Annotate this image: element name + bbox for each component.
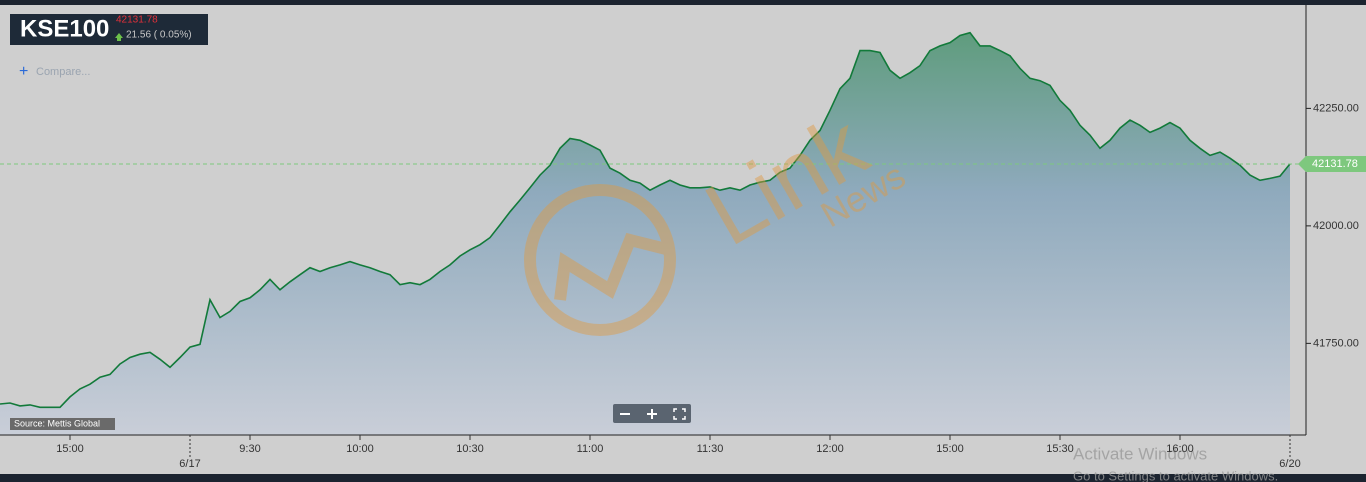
x-date-label: 6/17 [179, 458, 200, 470]
x-tick-label: 15:00 [936, 443, 964, 455]
symbol: KSE100 [20, 15, 109, 42]
os-overlay-title: Activate Windows [1073, 444, 1207, 463]
up-arrow [115, 33, 123, 41]
y-tick-label: 41750.00 [1313, 337, 1359, 349]
source-box [10, 418, 115, 430]
symbol-box [10, 14, 208, 45]
compare-plus[interactable]: + [19, 63, 28, 80]
bottom-bar [0, 474, 1366, 482]
x-tick-label: 12:00 [816, 443, 844, 455]
plot-area [0, 31, 1306, 435]
last-price-tag [1298, 155, 1366, 172]
x-tick-label: 10:00 [346, 443, 374, 455]
source: Source: Mettis Global [14, 418, 100, 428]
x-tick-label: 10:30 [456, 443, 484, 455]
area-fill [0, 32, 1290, 435]
x-tick-label: 11:00 [577, 443, 604, 455]
change: 21.56 ( 0.05%) [126, 30, 192, 41]
x-tick-label: 16:00 [1166, 443, 1194, 455]
y-tick-label: 42250.00 [1313, 102, 1359, 114]
watermark-logo [554, 232, 672, 301]
y-tick-label: 42000.00 [1313, 220, 1359, 232]
price-line [0, 31, 1291, 409]
last-price-label: 42131.78 [1312, 158, 1358, 170]
watermark-logo [524, 184, 676, 336]
os-overlay-subtitle: Go to Settings to activate Windows. [1073, 468, 1278, 482]
top-bar [0, 0, 1366, 5]
price: 42131.78 [116, 15, 158, 26]
x-tick-label: 11:30 [697, 443, 724, 455]
compare-link[interactable]: Compare... [36, 66, 90, 78]
x-date-label: 6/20 [1279, 458, 1300, 470]
x-tick-label: 9:30 [239, 443, 260, 455]
x-tick-label: 15:00 [56, 443, 84, 455]
x-tick-label: 15:30 [1046, 443, 1074, 455]
zoom-in[interactable] [647, 409, 657, 419]
fullscreen[interactable] [673, 408, 686, 420]
zoom-out[interactable] [620, 413, 630, 415]
